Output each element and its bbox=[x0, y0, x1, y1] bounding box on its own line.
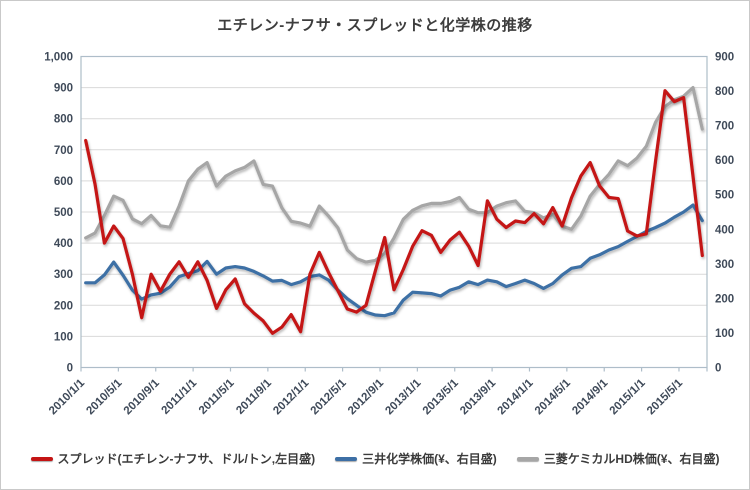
svg-text:2014/5/1: 2014/5/1 bbox=[533, 377, 574, 418]
svg-text:2013/1/1: 2013/1/1 bbox=[383, 377, 424, 418]
svg-text:800: 800 bbox=[54, 114, 73, 126]
svg-text:300: 300 bbox=[715, 259, 734, 271]
legend-label-spread: スプレッド(エチレン-ナフサ、ドル/トン,左目盛) bbox=[57, 452, 316, 466]
legend-swatch-spread-icon bbox=[30, 456, 53, 461]
svg-text:900: 900 bbox=[54, 83, 73, 95]
svg-text:400: 400 bbox=[715, 224, 734, 236]
svg-text:2011/9/1: 2011/9/1 bbox=[234, 377, 274, 417]
svg-text:2010/9/1: 2010/9/1 bbox=[122, 377, 163, 418]
legend-item-spread: スプレッド(エチレン-ナフサ、ドル/トン,左目盛) bbox=[30, 450, 316, 467]
svg-text:800: 800 bbox=[715, 86, 734, 98]
svg-text:2010/1/1: 2010/1/1 bbox=[47, 377, 88, 418]
chart-title: エチレン-ナフサ・スプレッドと化学株の推移 bbox=[217, 17, 533, 34]
legend-label-mitsui: 三井化学株価(¥、右目盛) bbox=[362, 452, 497, 466]
svg-text:600: 600 bbox=[715, 155, 734, 167]
svg-text:2013/9/1: 2013/9/1 bbox=[458, 377, 499, 418]
svg-text:2015/5/1: 2015/5/1 bbox=[645, 377, 686, 418]
svg-text:2014/9/1: 2014/9/1 bbox=[570, 377, 611, 418]
svg-text:1,000: 1,000 bbox=[44, 52, 73, 64]
legend-swatch-mitsui-icon bbox=[335, 456, 358, 461]
svg-text:2012/1/1: 2012/1/1 bbox=[271, 377, 312, 418]
svg-text:200: 200 bbox=[715, 293, 734, 305]
svg-text:500: 500 bbox=[54, 207, 73, 219]
legend-item-mitsubishi: 三菱ケミカルHD株価(¥、右目盛) bbox=[516, 450, 720, 467]
svg-text:100: 100 bbox=[715, 328, 734, 340]
svg-text:100: 100 bbox=[54, 331, 73, 343]
svg-text:2013/5/1: 2013/5/1 bbox=[421, 377, 462, 418]
legend-label-mitsubishi: 三菱ケミカルHD株価(¥、右目盛) bbox=[543, 452, 720, 466]
svg-text:200: 200 bbox=[54, 300, 73, 312]
legend-swatch-mitsubishi-icon bbox=[516, 456, 539, 461]
svg-text:600: 600 bbox=[54, 176, 73, 188]
svg-text:300: 300 bbox=[54, 269, 73, 281]
svg-text:2014/1/1: 2014/1/1 bbox=[495, 377, 536, 418]
svg-text:700: 700 bbox=[715, 121, 734, 133]
legend-item-mitsui: 三井化学株価(¥、右目盛) bbox=[335, 450, 497, 467]
svg-text:2010/5/1: 2010/5/1 bbox=[84, 377, 125, 418]
svg-text:400: 400 bbox=[54, 238, 73, 250]
svg-text:500: 500 bbox=[715, 190, 734, 202]
chart-legend: スプレッド(エチレン-ナフサ、ドル/トン,左目盛) 三井化学株価(¥、右目盛) … bbox=[1, 450, 749, 467]
svg-text:0: 0 bbox=[715, 363, 721, 375]
svg-text:0: 0 bbox=[67, 363, 73, 375]
svg-text:700: 700 bbox=[54, 145, 73, 157]
svg-text:2011/5/1: 2011/5/1 bbox=[197, 377, 237, 417]
svg-text:2012/5/1: 2012/5/1 bbox=[309, 377, 350, 418]
svg-text:2011/1/1: 2011/1/1 bbox=[160, 377, 200, 417]
svg-text:2012/9/1: 2012/9/1 bbox=[346, 377, 387, 418]
svg-text:2015/1/1: 2015/1/1 bbox=[608, 377, 649, 418]
svg-text:900: 900 bbox=[715, 52, 734, 64]
